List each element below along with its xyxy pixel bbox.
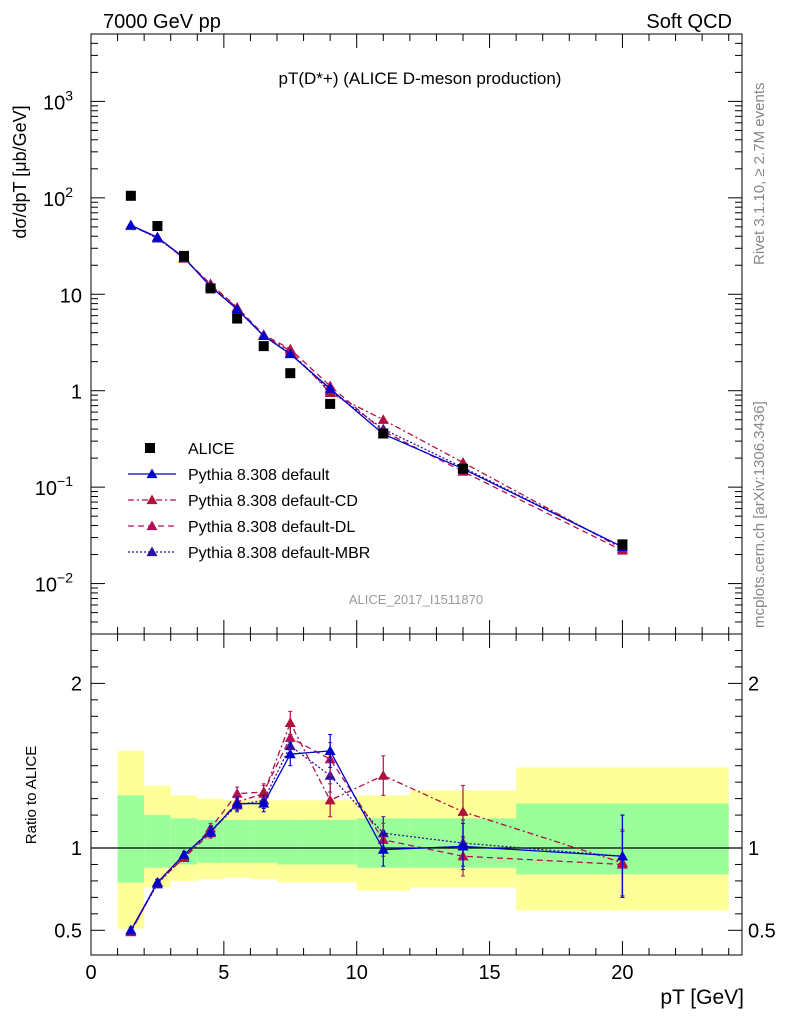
ratio-ytick-label-right-1: 1 [748, 838, 759, 860]
ratio-plot-frame [90, 633, 743, 956]
alice-data-point-8 [378, 428, 389, 439]
alice-data-point-1 [152, 221, 163, 232]
main-ytick-label-1: 10−1 [35, 473, 73, 500]
main-series-1-marker-8 [377, 414, 389, 424]
ratio-ytick-label-left-0: 0.5 [54, 920, 82, 942]
ratio-ytick-label-left-1: 1 [71, 838, 82, 860]
main-series-layer [125, 190, 628, 555]
alice-data-point-5 [258, 341, 269, 352]
inner-band-4 [223, 820, 251, 863]
ratio-series-1-marker-8 [377, 770, 389, 780]
main-plot-frame [90, 33, 743, 635]
main-axis-ticks: 10−2 10−1 1 10 102 103 [35, 34, 742, 634]
ratio-series-0-marker-4 [231, 798, 243, 808]
legend-marker-1 [146, 494, 158, 505]
inner-band-0 [117, 795, 145, 883]
main-ytick-label-4: 102 [43, 184, 73, 211]
alice-data-point-2 [179, 250, 189, 261]
ratio-y-axis-label: Ratio to ALICE [23, 746, 40, 844]
alice-data-point-3 [205, 283, 216, 294]
legend-marker-2 [146, 520, 158, 531]
main-y-axis-label: dσ/dpT [μb/GeV] [10, 105, 30, 238]
x-axis-label: pT [GeV] [660, 986, 744, 1009]
main-series-0-marker-1 [151, 231, 163, 242]
rivet-version-label: Rivet 3.1.10, ≥ 2.7M events [751, 83, 768, 266]
ratio-series-0-marker-5 [258, 798, 270, 808]
legend-label-0: Pythia 8.308 default [188, 467, 330, 484]
ratio-series-0-marker-1 [151, 877, 163, 887]
ratio-series-layer [125, 710, 628, 937]
xtick-label-1: 5 [218, 962, 229, 984]
ratio-series-0-marker-6 [284, 748, 296, 759]
ratio-series-1-marker-6 [284, 717, 296, 728]
main-series-0-marker-5 [258, 330, 270, 341]
ratio-series-0-marker-8 [377, 844, 389, 854]
xtick-label-3: 15 [478, 962, 500, 984]
alice-data-point-9 [458, 463, 468, 474]
legend-label-2: Pythia 8.308 default-DL [188, 519, 355, 536]
ratio-series-1-marker-9 [457, 806, 469, 816]
alice-data-point-6 [285, 368, 296, 379]
ratio-series-0-marker-0 [125, 924, 137, 935]
main-ytick-label-3: 10 [60, 285, 82, 307]
inner-band-6 [277, 820, 304, 865]
main-series-0-marker-6 [284, 348, 296, 359]
main-ytick-label-2: 1 [71, 382, 82, 404]
ratio-series-0-marker-10 [616, 850, 628, 861]
xtick-label-2: 10 [346, 962, 368, 984]
analysis-watermark: ALICE_2017_I1511870 [349, 592, 483, 607]
alice-data-point-7 [325, 398, 336, 409]
ratio-ytick-label-right-2: 2 [748, 673, 759, 695]
main-ytick-label-5: 103 [43, 87, 73, 114]
legend: ALICE Pythia 8.308 default Pythia 8.308 de… [128, 441, 370, 562]
main-series-0-marker-0 [125, 219, 137, 230]
legend-alice-marker [145, 443, 155, 453]
main-panel: pT(D*+) (ALICE D-meson production) dσ/dp… [10, 33, 743, 635]
alice-data-point-10 [617, 539, 628, 550]
ratio-series-2-marker-6 [284, 732, 296, 742]
ratio-series-1-marker-5 [258, 788, 270, 798]
legend-label-3: Pythia 8.308 default-MBR [188, 545, 370, 562]
ratio-uncertainty-bands [117, 750, 729, 929]
ratio-series-0-marker-3 [205, 826, 217, 836]
xtick-label-0: 0 [85, 962, 96, 984]
header-right-label: Soft QCD [646, 11, 732, 33]
mcplots-reference-label: mcplots.cern.ch [arXiv:1306.3436] [751, 401, 768, 628]
ratio-ytick-label-left-2: 2 [71, 673, 82, 695]
main-series-0-marker-7 [324, 383, 336, 393]
ratio-series-0-marker-7 [324, 745, 336, 756]
ratio-series-0-marker-9 [457, 840, 469, 851]
alice-data-point-4 [232, 313, 243, 324]
ratio-ytick-label-right-0: 0.5 [748, 920, 776, 942]
xtick-label-4: 20 [611, 962, 633, 984]
main-ytick-label-0: 10−2 [35, 570, 73, 597]
header-left-label: 7000 GeV pp [103, 11, 221, 33]
inner-band-7 [303, 820, 357, 865]
ratio-series-2-marker-4 [231, 788, 243, 798]
inner-band-1 [144, 815, 171, 868]
legend-alice-label: ALICE [188, 441, 234, 458]
ratio-series-1-marker-7 [324, 794, 336, 805]
legend-label-1: Pythia 8.308 default-CD [188, 493, 358, 510]
ratio-series-0-marker-2 [178, 849, 190, 859]
ratio-axis-ticks: 0.5 0.51 12 20 5 10 15 20 [54, 634, 776, 984]
main-plot-title: pT(D*+) (ALICE D-meson production) [279, 69, 562, 88]
legend-marker-3 [146, 546, 158, 557]
alice-data-point-0 [125, 190, 136, 201]
main-series-0-marker-4 [231, 303, 243, 314]
ratio-panel: 0.5 0.51 12 20 5 10 15 20 Ratio to ALICE pT [Ge… [23, 633, 776, 1009]
inner-band-5 [250, 820, 277, 863]
legend-marker-0 [146, 468, 158, 479]
